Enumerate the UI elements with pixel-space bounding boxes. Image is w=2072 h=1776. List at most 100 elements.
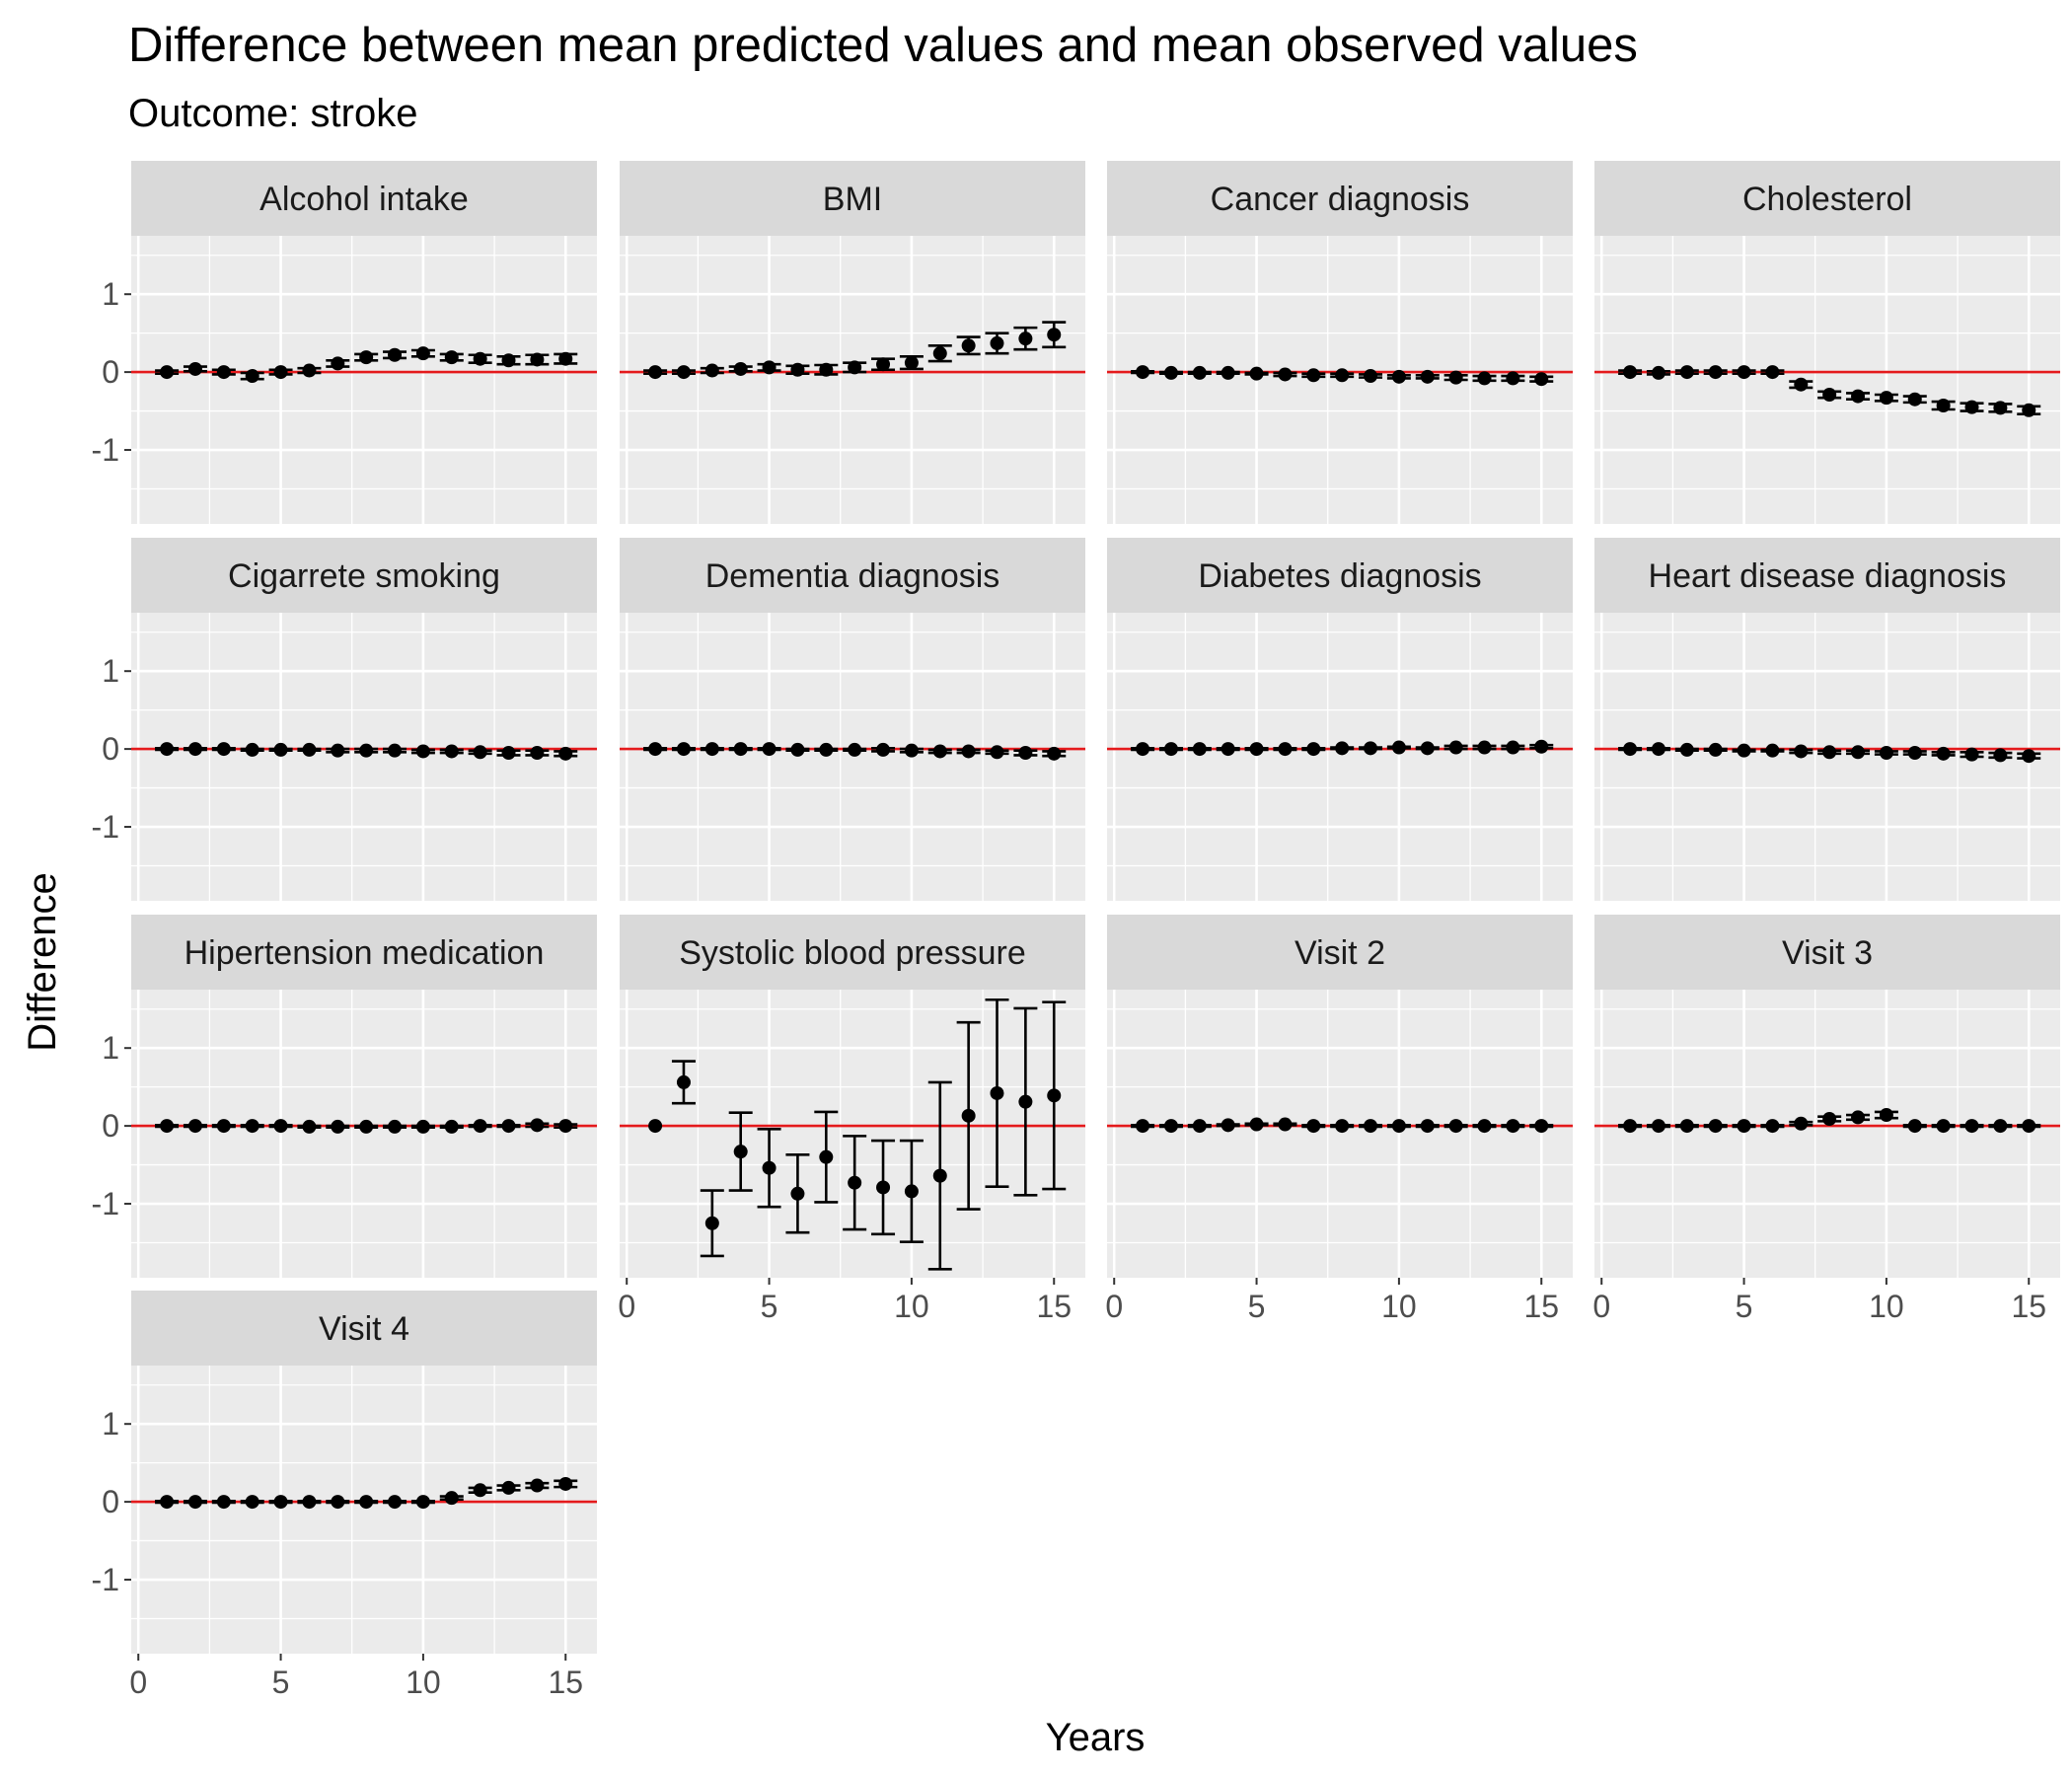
- y-tick-label: 0: [102, 354, 119, 390]
- facet-panel: Systolic blood pressure 0 5 10 15: [618, 915, 1085, 1324]
- y-tick-label: -1: [92, 1562, 119, 1597]
- data-point: [331, 743, 345, 758]
- facet-strip: [1594, 161, 2060, 236]
- facet-strip-label: Cancer diagnosis: [1211, 181, 1470, 218]
- data-point: [216, 365, 231, 380]
- data-point: [848, 742, 862, 757]
- data-point: [1391, 369, 1406, 384]
- data-point: [990, 1085, 1004, 1100]
- data-point: [530, 746, 545, 761]
- data-point: [1964, 747, 1979, 762]
- facet-panel: Dementia diagnosis: [620, 538, 1085, 901]
- data-point: [1506, 740, 1520, 755]
- data-point: [1993, 401, 2008, 415]
- data-point: [932, 744, 947, 759]
- data-point: [216, 1119, 231, 1134]
- data-point: [1192, 742, 1207, 757]
- data-point: [1391, 740, 1406, 755]
- data-point: [1221, 365, 1235, 380]
- data-point: [1221, 742, 1235, 757]
- data-point: [1364, 369, 1378, 384]
- data-point: [676, 365, 691, 380]
- data-point: [1448, 1119, 1463, 1134]
- data-point: [359, 1495, 374, 1510]
- data-point: [1794, 1116, 1809, 1131]
- facet-strip-label: Visit 3: [1782, 934, 1873, 972]
- data-point: [1163, 365, 1178, 380]
- data-point: [331, 356, 345, 371]
- y-tick-label: 1: [102, 1406, 119, 1442]
- data-point: [1448, 370, 1463, 385]
- data-point: [302, 1495, 317, 1510]
- data-point: [415, 744, 430, 759]
- x-tick-label: 0: [1592, 1289, 1610, 1324]
- y-tick-label: 1: [102, 653, 119, 689]
- data-point: [1278, 367, 1293, 382]
- data-point: [990, 745, 1004, 760]
- data-point: [1335, 368, 1350, 383]
- x-axis-title: Years: [1046, 1716, 1146, 1759]
- data-point: [704, 1216, 719, 1230]
- data-point: [1964, 1119, 1979, 1134]
- x-tick-label: 15: [1523, 1289, 1559, 1324]
- facet-strip: [1107, 915, 1573, 990]
- data-point: [876, 1180, 891, 1195]
- x-tick-label: 0: [129, 1665, 147, 1700]
- data-point: [1851, 745, 1866, 760]
- facet-panel: Visit 3 0 5 10 15: [1592, 915, 2060, 1324]
- data-point: [1163, 742, 1178, 757]
- data-point: [1018, 332, 1033, 346]
- x-tick-label: 10: [406, 1665, 441, 1700]
- data-point: [904, 355, 919, 370]
- data-point: [1047, 746, 1062, 761]
- data-point: [1993, 1119, 2008, 1134]
- data-point: [558, 1476, 573, 1491]
- facet-panel: Heart disease diagnosis: [1594, 538, 2060, 901]
- data-point: [331, 1495, 345, 1510]
- data-point: [1822, 1112, 1837, 1127]
- data-point: [1907, 746, 1922, 761]
- data-point: [273, 742, 288, 757]
- panel-background: [620, 613, 1085, 901]
- data-point: [648, 1119, 663, 1134]
- data-point: [676, 742, 691, 757]
- data-point: [1306, 742, 1321, 757]
- data-point: [1623, 1119, 1638, 1134]
- data-point: [704, 742, 719, 757]
- data-point: [187, 742, 202, 757]
- data-point: [444, 744, 459, 759]
- data-point: [762, 742, 777, 757]
- data-point: [1249, 366, 1264, 381]
- data-point: [302, 1119, 317, 1134]
- facet-strip: [620, 915, 1085, 990]
- chart-title: Difference between mean predicted values…: [128, 19, 1638, 72]
- data-point: [819, 1149, 834, 1164]
- facet-strip: [620, 161, 1085, 236]
- data-point: [904, 1184, 919, 1199]
- data-point: [1737, 1119, 1751, 1134]
- data-point: [1192, 1119, 1207, 1134]
- data-point: [1623, 742, 1638, 757]
- panel-background: [131, 236, 597, 524]
- x-tick-label: 10: [1381, 1289, 1417, 1324]
- y-tick-label: -1: [92, 432, 119, 468]
- y-tick-label: 1: [102, 276, 119, 312]
- x-tick-label: 5: [1248, 1289, 1266, 1324]
- data-point: [1794, 377, 1809, 392]
- data-point: [762, 360, 777, 375]
- data-point: [1737, 743, 1751, 758]
- data-point: [388, 347, 403, 362]
- y-tick-label: -1: [92, 1186, 119, 1221]
- data-point: [1651, 365, 1665, 380]
- data-point: [1306, 1119, 1321, 1134]
- data-point: [473, 351, 487, 366]
- data-point: [558, 746, 573, 761]
- data-point: [216, 1495, 231, 1510]
- facet-strip-label: Alcohol intake: [259, 181, 469, 218]
- data-point: [273, 1495, 288, 1510]
- data-point: [1448, 740, 1463, 755]
- data-point: [216, 742, 231, 757]
- data-point: [558, 1119, 573, 1134]
- data-point: [1765, 1119, 1780, 1134]
